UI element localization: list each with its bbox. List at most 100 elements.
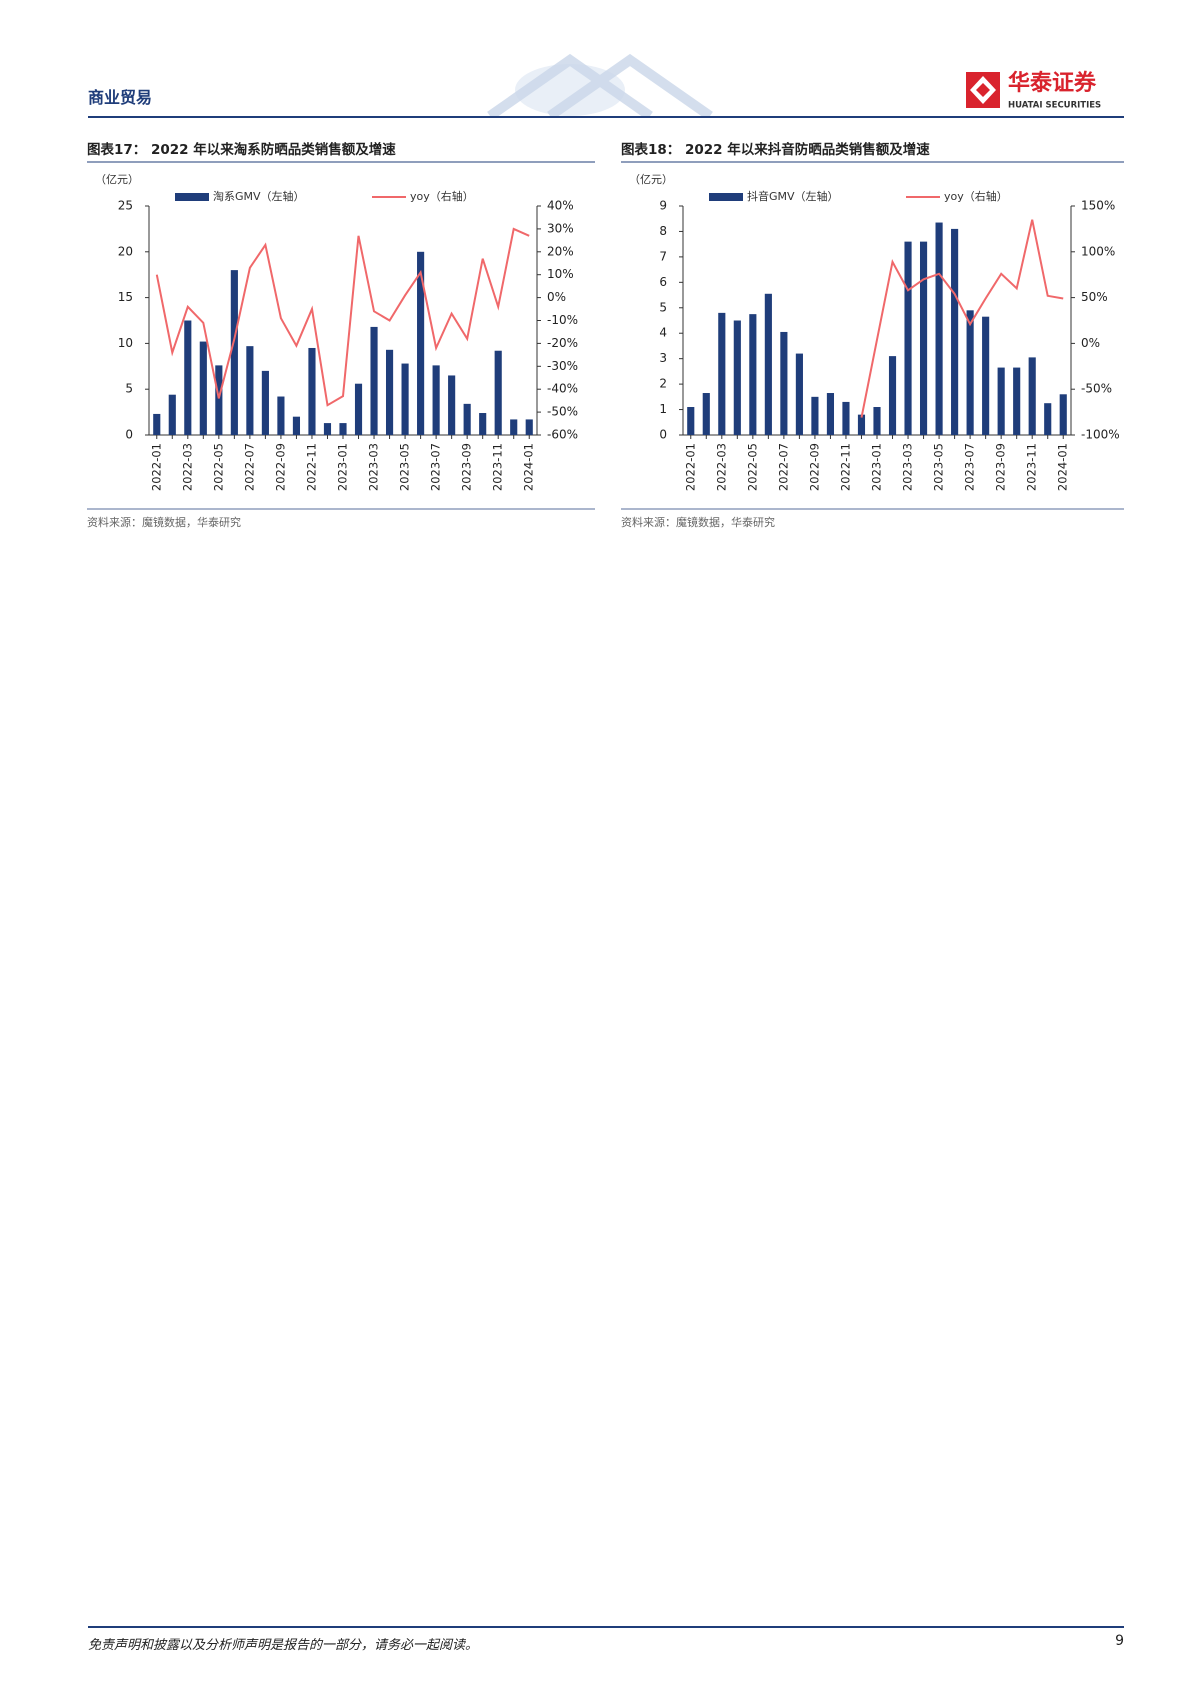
bar (718, 312, 726, 435)
y-axis-unit: （亿元） (95, 173, 139, 186)
x-tick-label: 2022-03 (714, 443, 728, 491)
bar (1059, 394, 1067, 435)
x-tick-label: 2024-01 (522, 443, 536, 491)
y-axis-unit: （亿元） (629, 173, 673, 186)
y-tick-label: 25 (118, 199, 133, 213)
y2-tick-label: -40% (547, 382, 578, 396)
x-tick-label: 2022-01 (683, 443, 697, 491)
y-tick-label: 0 (659, 428, 667, 442)
y2-tick-label: 40% (547, 199, 574, 213)
bar (246, 346, 254, 435)
bar (1044, 403, 1052, 435)
bar (479, 413, 487, 435)
bar (153, 413, 161, 435)
y2-tick-label: 50% (1081, 290, 1108, 304)
y2-tick-label: 150% (1081, 199, 1115, 213)
bar (842, 401, 850, 435)
bar (857, 414, 866, 435)
bar (997, 367, 1005, 435)
x-tick-label: 2022-09 (273, 443, 287, 491)
y-tick-label: 0 (125, 428, 133, 442)
bar (230, 270, 238, 435)
x-tick-label: 2023-07 (963, 443, 977, 491)
bar (873, 407, 881, 435)
bar (951, 228, 959, 435)
header-decoration (487, 53, 713, 116)
bar (525, 419, 533, 435)
y-tick-label: 10 (118, 336, 133, 350)
bar (370, 326, 378, 435)
bar (919, 241, 928, 435)
bar (702, 393, 710, 435)
y2-tick-label: -100% (1081, 428, 1120, 442)
y2-tick-label: -10% (547, 313, 578, 327)
chart-title: 图表17： 2022 年以来淘系防晒品类销售额及增速 (87, 141, 396, 158)
y-tick-label: 1 (659, 402, 667, 416)
legend-label: yoy（右轴） (410, 189, 474, 203)
x-tick-label: 2023-05 (398, 443, 412, 491)
x-tick-label: 2023-01 (870, 443, 884, 491)
bar (733, 320, 741, 435)
bar (401, 363, 409, 435)
x-tick-label: 2022-09 (807, 443, 821, 491)
x-tick-label: 2023-03 (901, 443, 915, 491)
bar (764, 293, 772, 435)
x-tick-label: 2022-05 (745, 443, 759, 491)
bar (1013, 367, 1021, 435)
y2-tick-label: 30% (547, 221, 574, 235)
y-tick-label: 5 (125, 382, 133, 396)
y2-tick-label: -60% (547, 428, 578, 442)
y-tick-label: 6 (659, 275, 667, 289)
bar (966, 310, 974, 435)
x-tick-label: 2023-01 (336, 443, 350, 491)
y2-tick-label: -50% (1081, 382, 1112, 396)
bar (811, 396, 819, 435)
bar (168, 394, 176, 435)
x-tick-label: 2024-01 (1056, 443, 1070, 491)
line (155, 227, 530, 407)
bar (277, 396, 285, 435)
bar (308, 347, 316, 435)
y-tick-label: 4 (659, 326, 667, 340)
x-tick-label: 2023-09 (460, 443, 474, 491)
page-number: 9 (1115, 1633, 1124, 1649)
y2-tick-label: 0% (547, 290, 566, 304)
bar (982, 316, 990, 435)
footer-rule (88, 1626, 1124, 1628)
bar (417, 251, 425, 435)
bar (199, 341, 207, 435)
x-tick-label: 2022-07 (242, 443, 256, 491)
y-tick-label: 3 (659, 351, 667, 365)
brand-logo: 华泰证券 HUATAI SECURITIES (966, 70, 1101, 111)
bar (795, 353, 803, 435)
source-note: 资料来源：魔镜数据，华泰研究 (87, 515, 241, 529)
y2-tick-label: -20% (547, 336, 578, 350)
x-tick-label: 2023-07 (429, 443, 443, 491)
legend-label: 淘系GMV（左轴） (213, 189, 305, 203)
brand-name: 华泰证券 (1008, 70, 1097, 96)
chart: 图表17： 2022 年以来淘系防晒品类销售额及增速 （亿元） 0 5 10 15 20 25… (87, 141, 595, 529)
bar (687, 407, 695, 435)
chart-title: 图表18： 2022 年以来抖音防晒品类销售额及增速 (621, 141, 930, 158)
bar (463, 403, 471, 435)
y2-tick-label: -50% (547, 405, 578, 419)
x-tick-label: 2022-05 (211, 443, 225, 491)
y2-tick-label: 10% (547, 267, 574, 281)
x-tick-label: 2023-09 (994, 443, 1008, 491)
bar (432, 365, 440, 435)
bar (510, 419, 518, 435)
bar (935, 222, 943, 435)
bar (1028, 357, 1036, 435)
x-tick-label: 2022-01 (149, 443, 163, 491)
bar (261, 370, 269, 435)
bar (494, 350, 502, 435)
section-label: 商业贸易 (88, 88, 153, 107)
bar (749, 314, 757, 435)
y-tick-label: 8 (659, 224, 667, 238)
bar (215, 365, 223, 435)
y-tick-label: 20 (118, 244, 133, 258)
bar (888, 356, 897, 435)
y2-tick-label: 20% (547, 244, 574, 258)
x-tick-label: 2023-11 (1025, 443, 1039, 491)
line (860, 219, 1064, 418)
